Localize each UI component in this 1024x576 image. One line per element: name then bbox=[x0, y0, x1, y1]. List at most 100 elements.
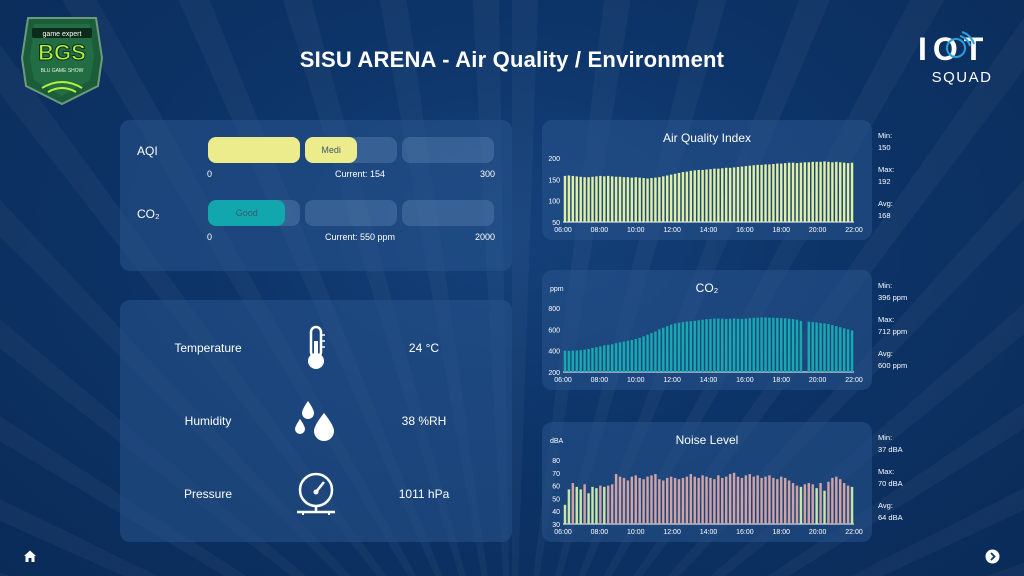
gauge-segment bbox=[305, 200, 397, 226]
env-value: 24 °C bbox=[408, 341, 440, 355]
x-tick-label: 08:00 bbox=[591, 377, 609, 384]
stat-max-label: Max: bbox=[878, 315, 895, 324]
chart-bar bbox=[764, 476, 767, 524]
x-tick-label: 14:00 bbox=[700, 227, 718, 234]
chart-bar bbox=[607, 344, 610, 372]
chart-plot: 200 400 600 800 06:00 08:00 10:00 12:00 14:00 16:… bbox=[548, 306, 863, 384]
gauge-fill-status: Medi bbox=[305, 137, 358, 163]
chart-bar bbox=[835, 161, 838, 222]
chart-bar bbox=[642, 178, 645, 222]
svg-text:BLU GAME SHOW: BLU GAME SHOW bbox=[41, 68, 84, 74]
chart-bar bbox=[665, 326, 669, 372]
chart-bar bbox=[673, 477, 677, 524]
chart-bar bbox=[697, 320, 700, 372]
chart-bar bbox=[634, 338, 637, 372]
chart-bar bbox=[642, 336, 645, 372]
chart-bar bbox=[567, 175, 571, 222]
chart-plot: 30 40 50 60 70 80 06:00 08:00 10:00 12:00 14:00 16:… bbox=[552, 458, 863, 536]
chart-bar bbox=[768, 317, 771, 372]
chart-bar bbox=[736, 166, 740, 222]
chart-bar bbox=[776, 317, 779, 372]
chart-bar bbox=[571, 350, 575, 372]
chart-bar bbox=[827, 324, 830, 372]
chart-bar bbox=[626, 480, 630, 524]
chart-bar bbox=[736, 476, 740, 524]
chart-bar bbox=[646, 334, 649, 372]
gauge-current: Current: 154 bbox=[334, 169, 386, 179]
gauge-label: CO₂ bbox=[137, 207, 160, 221]
chart-bar bbox=[846, 485, 850, 524]
x-tick-label: 22:00 bbox=[845, 529, 863, 536]
stat-max-value: 712 ppm bbox=[878, 327, 908, 336]
chart-title: Noise Level bbox=[675, 433, 739, 447]
chart-bar bbox=[791, 319, 795, 372]
chart-bar bbox=[842, 483, 846, 524]
stat-max-label: Max: bbox=[878, 467, 895, 476]
x-tick-label: 22:00 bbox=[845, 377, 863, 384]
chart-bar bbox=[842, 162, 846, 222]
y-tick-label: 80 bbox=[552, 458, 560, 465]
chart-bar bbox=[846, 163, 850, 222]
chart-bar bbox=[783, 318, 787, 372]
chart-bar bbox=[819, 322, 822, 372]
gauge-segment bbox=[402, 200, 494, 226]
gauge-label: AQI bbox=[137, 144, 158, 158]
chart-bar bbox=[685, 476, 689, 524]
chart-bar bbox=[634, 177, 637, 222]
home-icon[interactable] bbox=[23, 549, 37, 563]
stat-max-value: 70 dBA bbox=[878, 479, 903, 488]
chart-bar bbox=[665, 175, 669, 222]
chart-bar bbox=[721, 318, 724, 372]
chart-bar bbox=[835, 326, 838, 372]
chart-bar bbox=[795, 485, 799, 524]
x-tick-label: 16:00 bbox=[736, 227, 754, 234]
chart-bar bbox=[673, 323, 677, 372]
x-tick-label: 14:00 bbox=[700, 529, 718, 536]
chart-bar bbox=[630, 476, 634, 524]
stat-avg-label: Avg: bbox=[878, 349, 893, 358]
x-tick-label: 20:00 bbox=[809, 377, 827, 384]
chart-bar bbox=[662, 480, 665, 524]
x-tick-label: 20:00 bbox=[809, 227, 827, 234]
chart-bar bbox=[772, 317, 775, 372]
bgs-logo: game expert BGS BLU GAME SHOW bbox=[20, 17, 104, 106]
chart-stats: Min: 150 Max: 192 Avg: 168 bbox=[878, 130, 894, 222]
chart-bar bbox=[835, 476, 838, 524]
chart-bar bbox=[599, 485, 602, 524]
chart-bar bbox=[756, 164, 759, 222]
next-icon[interactable] bbox=[985, 549, 1000, 564]
chart-bar bbox=[764, 317, 767, 372]
chart-bar bbox=[563, 504, 567, 524]
chart-bar bbox=[705, 319, 708, 372]
chart-unit: ppm bbox=[550, 286, 564, 293]
chart-bar bbox=[610, 484, 614, 524]
chart-bar bbox=[827, 481, 830, 524]
chart-bar bbox=[839, 162, 842, 222]
chart-bar bbox=[717, 168, 720, 222]
chart-bar bbox=[638, 477, 641, 524]
chart-bar bbox=[728, 167, 732, 222]
chart-bar bbox=[799, 320, 803, 372]
chart-bar bbox=[634, 475, 637, 524]
y-tick-label: 60 bbox=[552, 484, 560, 491]
chart-bar bbox=[740, 318, 744, 372]
chart-bar bbox=[607, 175, 610, 222]
gauge-segment bbox=[402, 137, 494, 163]
chart-bar bbox=[650, 178, 653, 222]
x-tick-label: 06:00 bbox=[554, 529, 572, 536]
chart-bar bbox=[658, 177, 661, 222]
chart-bar bbox=[776, 479, 779, 524]
chart-bar bbox=[842, 328, 846, 372]
chart-bar bbox=[654, 331, 657, 372]
chart-bar bbox=[614, 176, 618, 222]
chart-bar bbox=[599, 175, 602, 222]
chart-bar bbox=[681, 322, 685, 372]
gauge-max: 2000 bbox=[474, 232, 495, 242]
chart-bar bbox=[685, 171, 689, 222]
chart-bar bbox=[677, 322, 681, 372]
env-name: Pressure bbox=[183, 487, 233, 501]
y-tick-label: 40 bbox=[552, 509, 560, 516]
chart-bar bbox=[705, 169, 708, 222]
chart-bar bbox=[807, 321, 810, 372]
chart-bar bbox=[756, 475, 759, 524]
